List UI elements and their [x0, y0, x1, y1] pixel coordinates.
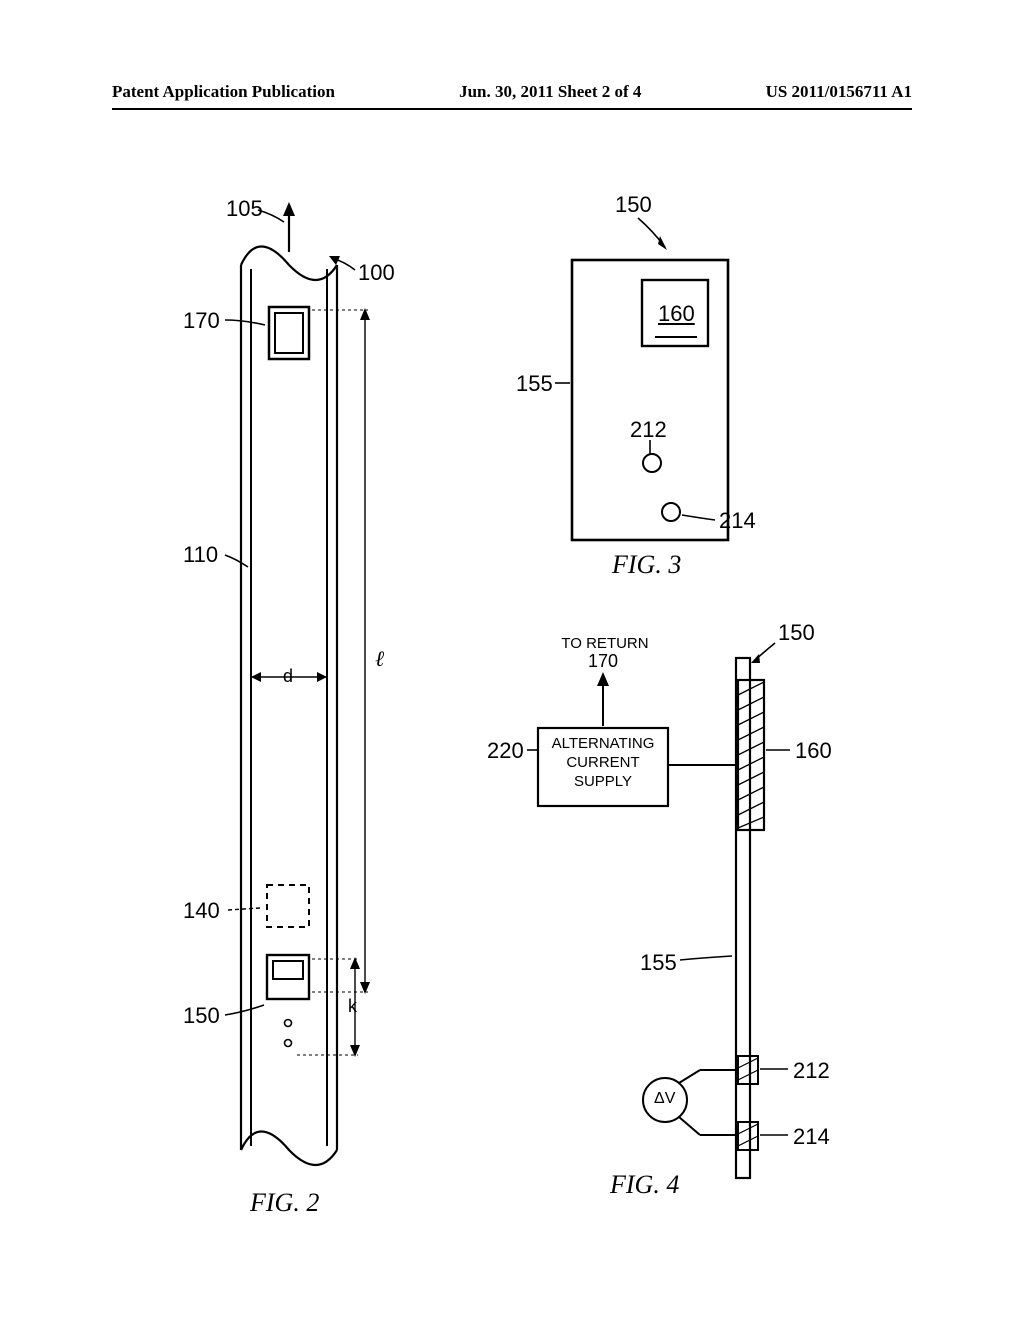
ref-160-fig3: 160 [658, 301, 695, 327]
ref-220: 220 [487, 738, 524, 764]
supply-line2: CURRENT [566, 754, 639, 771]
dim-l: ℓ [375, 646, 384, 672]
ref-155-fig4: 155 [640, 950, 677, 976]
ref-160-fig4: 160 [795, 738, 832, 764]
pub-label: Patent Application Publication [112, 82, 335, 102]
ref-170: 170 [183, 308, 220, 334]
dim-k: k [348, 996, 357, 1017]
to-return-text: TO RETURN [560, 635, 650, 652]
ref-214-fig4: 214 [793, 1124, 830, 1150]
ref-100: 100 [358, 260, 395, 286]
figure-area: 105 100 170 110 d ℓ 140 k 150 FIG. 2 150… [0, 110, 1024, 1290]
date-sheet: Jun. 30, 2011 Sheet 2 of 4 [459, 82, 641, 102]
fig3-label: FIG. 3 [612, 550, 681, 580]
ref-214-fig3: 214 [719, 508, 756, 534]
ref-150-fig3: 150 [615, 192, 652, 218]
supply-line1: ALTERNATING [552, 735, 655, 752]
ref-155-fig3: 155 [516, 371, 553, 397]
supply-line3: SUPPLY [574, 773, 632, 790]
pub-number: US 2011/0156711 A1 [766, 82, 912, 102]
dim-d: d [283, 666, 293, 687]
supply-box-text: ALTERNATING CURRENT SUPPLY [543, 735, 663, 791]
ref-105: 105 [226, 196, 263, 222]
fig4-label: FIG. 4 [610, 1170, 679, 1200]
fig2-label: FIG. 2 [250, 1188, 319, 1218]
ref-212-fig3: 212 [630, 417, 667, 443]
ref-170-fig4: 170 [588, 651, 618, 672]
delta-v: ΔV [654, 1090, 675, 1108]
fig4-svg [0, 110, 1024, 1290]
ref-140: 140 [183, 898, 220, 924]
ref-150-fig4: 150 [778, 620, 815, 646]
ref-110: 110 [183, 542, 218, 568]
ref-150-fig2: 150 [183, 1003, 220, 1029]
ref-212-fig4: 212 [793, 1058, 830, 1084]
